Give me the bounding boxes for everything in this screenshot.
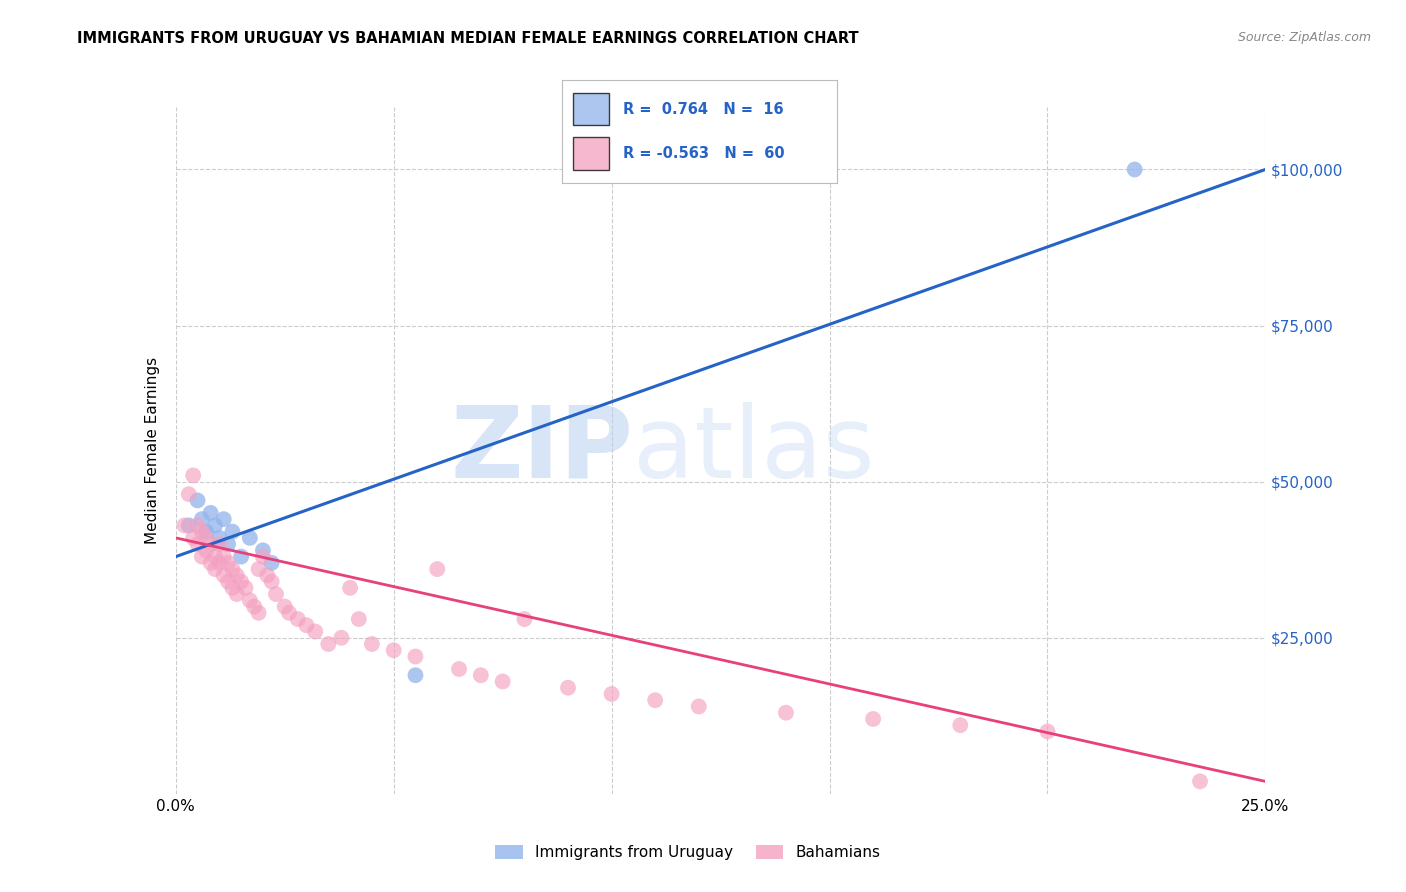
Point <box>186 518 209 533</box>
Point <box>1036 724 1059 739</box>
Point <box>181 531 204 545</box>
Point <box>208 537 231 551</box>
Point <box>200 537 222 551</box>
Point <box>177 518 200 533</box>
Point <box>274 599 297 614</box>
Point <box>557 681 579 695</box>
Point <box>204 518 226 533</box>
Point <box>1123 162 1146 177</box>
Point <box>200 506 222 520</box>
Point <box>195 543 218 558</box>
Point <box>862 712 884 726</box>
Point <box>177 487 200 501</box>
Point <box>247 562 270 576</box>
Point <box>191 524 214 539</box>
Point <box>644 693 666 707</box>
Point <box>264 587 287 601</box>
Point <box>252 543 274 558</box>
Text: R =  0.764   N =  16: R = 0.764 N = 16 <box>623 102 783 117</box>
Point <box>195 524 218 539</box>
Point <box>287 612 309 626</box>
Point <box>181 468 204 483</box>
Point <box>239 593 262 607</box>
Point <box>405 649 427 664</box>
Point <box>426 562 449 576</box>
Point <box>243 599 266 614</box>
Point <box>231 549 253 564</box>
Point <box>949 718 972 732</box>
Text: ZIP: ZIP <box>450 402 633 499</box>
Point <box>191 512 214 526</box>
Point <box>221 581 243 595</box>
Point <box>212 549 235 564</box>
Point <box>260 574 283 589</box>
Point <box>260 556 283 570</box>
Point <box>239 531 262 545</box>
Point <box>186 493 209 508</box>
Point <box>775 706 797 720</box>
Point <box>191 549 214 564</box>
Text: Source: ZipAtlas.com: Source: ZipAtlas.com <box>1237 31 1371 45</box>
FancyBboxPatch shape <box>574 136 609 169</box>
Point <box>247 606 270 620</box>
Point <box>208 531 231 545</box>
Point <box>339 581 361 595</box>
Point <box>186 537 209 551</box>
Point <box>204 549 226 564</box>
Point <box>447 662 470 676</box>
Text: IMMIGRANTS FROM URUGUAY VS BAHAMIAN MEDIAN FEMALE EARNINGS CORRELATION CHART: IMMIGRANTS FROM URUGUAY VS BAHAMIAN MEDI… <box>77 31 859 46</box>
Point <box>278 606 301 620</box>
Point <box>360 637 382 651</box>
Point <box>217 556 239 570</box>
Point <box>173 518 195 533</box>
Point <box>217 574 239 589</box>
Text: R = -0.563   N =  60: R = -0.563 N = 60 <box>623 145 785 161</box>
Point <box>470 668 492 682</box>
Point <box>382 643 405 657</box>
Point <box>1189 774 1212 789</box>
Y-axis label: Median Female Earnings: Median Female Earnings <box>145 357 160 544</box>
Point <box>195 531 218 545</box>
Point <box>221 562 243 576</box>
Point <box>330 631 353 645</box>
Point <box>231 574 253 589</box>
Point <box>304 624 326 639</box>
Legend: Immigrants from Uruguay, Bahamians: Immigrants from Uruguay, Bahamians <box>489 839 887 867</box>
FancyBboxPatch shape <box>574 93 609 126</box>
Point <box>252 549 274 564</box>
Point <box>235 581 257 595</box>
Point <box>221 524 243 539</box>
Point <box>200 556 222 570</box>
Point <box>492 674 515 689</box>
Point <box>208 556 231 570</box>
Point <box>513 612 536 626</box>
Point <box>600 687 623 701</box>
Point <box>225 587 247 601</box>
Point <box>318 637 340 651</box>
Point <box>204 562 226 576</box>
Point <box>217 537 239 551</box>
Point <box>405 668 427 682</box>
Point <box>225 568 247 582</box>
Point <box>212 568 235 582</box>
Point <box>295 618 318 632</box>
Point <box>688 699 710 714</box>
Point <box>212 512 235 526</box>
Point <box>347 612 370 626</box>
Point <box>256 568 278 582</box>
Text: atlas: atlas <box>633 402 875 499</box>
